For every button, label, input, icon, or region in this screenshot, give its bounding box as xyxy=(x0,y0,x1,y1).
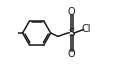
Text: O: O xyxy=(67,7,75,17)
Text: Cl: Cl xyxy=(81,24,90,35)
Text: S: S xyxy=(68,28,74,38)
Text: O: O xyxy=(67,49,75,59)
